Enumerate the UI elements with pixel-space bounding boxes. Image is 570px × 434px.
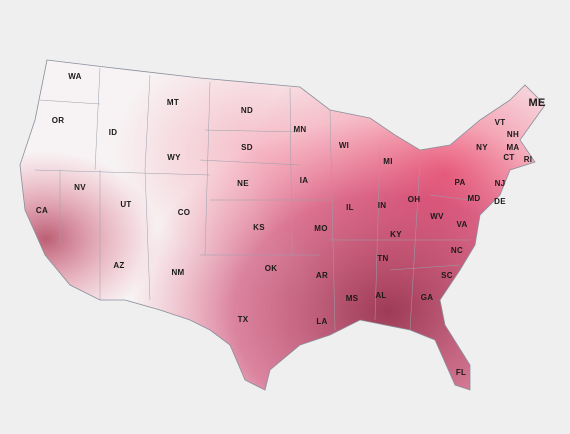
state-label: SD [241,143,253,152]
state-label: SC [441,271,453,280]
us-outline [19,59,546,391]
state-label: AZ [113,261,124,270]
state-label: NC [451,246,463,255]
state-label: AR [316,271,328,280]
state-label: MT [167,98,179,107]
state-label: GA [421,293,434,302]
state-label: LA [316,317,327,326]
state-label: MI [383,157,393,166]
state-label: IL [346,203,354,212]
state-label: NM [171,268,184,277]
state-label: AL [375,291,386,300]
state-label: ME [528,97,545,109]
state-label: MN [293,125,306,134]
state-label: MA [506,143,519,152]
state-label: CT [503,153,514,162]
state-label: RI [524,155,533,164]
state-label: PA [454,178,465,187]
state-label: NH [507,130,519,139]
state-label: NY [476,143,488,152]
state-label: IA [300,176,309,185]
state-label: ID [109,128,118,137]
state-label: TX [238,315,249,324]
state-label: ND [241,106,253,115]
state-label: CO [178,208,191,217]
state-label: DE [494,197,506,206]
state-label: MD [467,194,480,203]
state-label: VA [456,220,467,229]
state-labels: WA OR ID MT ND SD WY MN WI MI NE IA NV UT CO KS MO IL IN OH… [36,72,545,377]
state-label: OK [265,264,278,273]
state-label: KS [253,223,265,232]
state-borders [34,67,471,331]
state-label: WY [167,153,181,162]
state-label: WA [68,72,82,81]
state-label: OH [408,195,421,204]
state-label: VT [495,118,506,127]
state-label: TN [377,254,388,263]
state-label: FL [456,368,466,377]
state-label: IN [378,201,387,210]
state-label: MS [346,294,359,303]
state-label: NV [74,183,86,192]
state-label: OR [52,116,65,125]
state-label: MO [314,224,328,233]
state-label: NJ [495,179,506,188]
state-label: CA [36,206,48,215]
state-label: WV [430,212,444,221]
state-label: WI [339,141,349,150]
state-label: NE [237,179,249,188]
state-label: UT [120,200,131,209]
state-label: KY [390,230,402,239]
